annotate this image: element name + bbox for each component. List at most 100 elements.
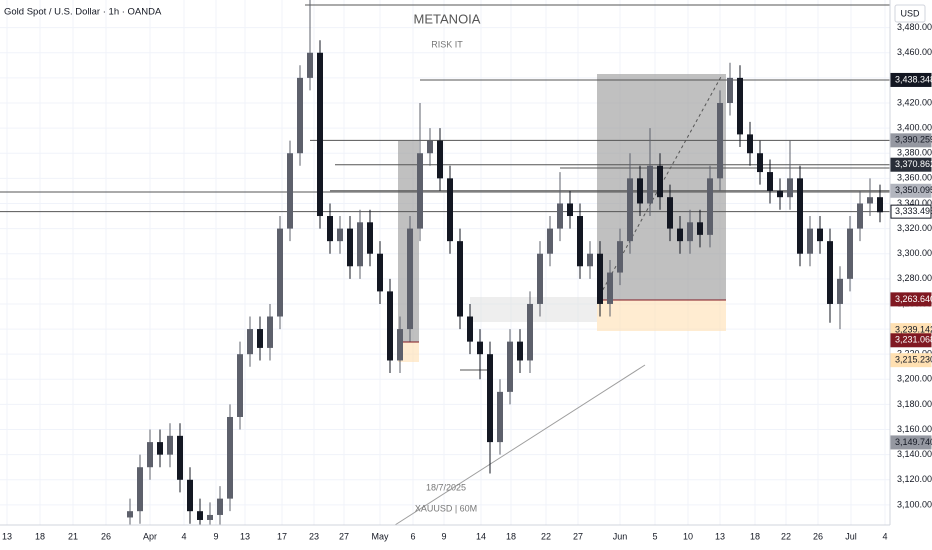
x-tick-label: 14: [476, 531, 486, 541]
candle-body: [477, 341, 483, 355]
candle-body: [367, 222, 373, 254]
candle-body: [677, 228, 683, 242]
price-label-bg: [890, 157, 932, 172]
candle-body: [797, 178, 803, 254]
candle-body: [507, 341, 513, 392]
candle-body: [747, 134, 753, 154]
time-axis: [0, 525, 890, 550]
x-tick-label: Jun: [613, 531, 628, 541]
price-label-bg: [890, 133, 932, 148]
candle-body: [757, 153, 763, 173]
candle-body: [407, 228, 413, 330]
y-tick-label: 3,140.000: [897, 449, 932, 459]
candle-body: [487, 354, 493, 443]
x-tick-label: 18: [506, 531, 516, 541]
price-label-bg: [890, 183, 932, 198]
x-tick-label: 26: [101, 531, 111, 541]
x-tick-label: 23: [309, 531, 319, 541]
candle-body: [237, 354, 243, 417]
candle-body: [517, 341, 523, 361]
candle-body: [657, 165, 663, 198]
x-tick-label: 18: [750, 531, 760, 541]
candle-body: [317, 52, 323, 217]
candle-body: [347, 228, 353, 267]
y-tick-label: 3,280.000: [897, 273, 932, 283]
x-tick-label: 26: [813, 531, 823, 541]
trend-line: [394, 364, 646, 526]
price-label: 3,370.862: [895, 159, 932, 169]
candle-body: [877, 197, 883, 213]
price-label-bg: [890, 204, 932, 219]
y-tick-label: 3,400.000: [897, 122, 932, 132]
candle-body: [697, 222, 703, 235]
price-label: 3,215.230: [895, 355, 932, 365]
candle-body: [417, 153, 423, 229]
price-label: 3,231.068: [895, 335, 932, 345]
x-tick-label: Apr: [143, 531, 157, 541]
candle-body: [817, 228, 823, 242]
price-label: 3,390.259: [895, 135, 932, 145]
candles: [127, 0, 883, 533]
price-label: 3,350.095: [895, 185, 932, 195]
candle-body: [707, 178, 713, 235]
axis-labels: 3,100.000 3,120.000 3,140.000 3,160.000 3,18…: [2, 22, 932, 541]
candle-body: [307, 52, 313, 78]
candle-body: [447, 178, 453, 242]
stop-box: [597, 300, 726, 331]
candle-body: [177, 435, 183, 480]
x-tick-label: May: [371, 531, 389, 541]
symbol-title: Gold Spot / U.S. Dollar · 1h · OANDA: [4, 7, 162, 18]
candle-body: [357, 222, 363, 267]
x-tick-label: 27: [339, 531, 349, 541]
price-label-bg: [890, 72, 932, 87]
y-tick-label: 3,180.000: [897, 399, 932, 409]
candle-body: [457, 241, 463, 317]
candle-body: [717, 102, 723, 179]
candle-body: [737, 77, 743, 135]
candle-body: [277, 228, 283, 317]
stop-box: [398, 342, 419, 362]
candle-body: [427, 140, 433, 154]
y-tick-label: 3,360.000: [897, 173, 932, 183]
candle-body: [557, 203, 563, 229]
y-tick-label: 3,120.000: [897, 474, 932, 484]
candle-body: [297, 77, 303, 154]
candle-body: [127, 511, 133, 518]
candle-body: [527, 303, 533, 361]
candle-body: [727, 77, 733, 103]
annotation: 18/7/2025: [426, 482, 466, 492]
price-label: 3,263.640: [895, 294, 932, 304]
y-tick-label: 3,460.000: [897, 47, 932, 57]
currency-button[interactable]: [894, 4, 926, 23]
x-tick-label: 10: [683, 531, 693, 541]
x-tick-label: Jul: [845, 531, 857, 541]
candle-body: [147, 442, 153, 468]
price-label-bg: [890, 435, 932, 450]
candle-body: [587, 253, 593, 267]
x-tick-label: 18: [35, 531, 45, 541]
candle-body: [207, 514, 213, 520]
candle-body: [667, 197, 673, 229]
candle-body: [167, 435, 173, 455]
annotation: XAUUSD | 60M: [415, 503, 477, 513]
y-tick-label: 3,340.000: [897, 198, 932, 208]
x-tick-label: 4: [882, 531, 887, 541]
price-label-bg: [890, 292, 932, 307]
candle-body: [777, 190, 783, 198]
candle-body: [337, 228, 343, 242]
candle-body: [577, 216, 583, 267]
candle-body: [437, 140, 443, 179]
y-tick-label: 3,480.000: [897, 22, 932, 32]
candle-body: [287, 153, 293, 229]
price-axis: [890, 0, 932, 550]
candle-body: [397, 329, 403, 361]
price-label: 3,149.740: [895, 437, 932, 447]
price-label: 3,239.142: [895, 325, 932, 335]
currency[interactable]: USD: [900, 8, 920, 18]
x-tick-label: 13: [715, 531, 725, 541]
x-tick-label: 13: [2, 531, 12, 541]
candle-body: [247, 329, 253, 355]
